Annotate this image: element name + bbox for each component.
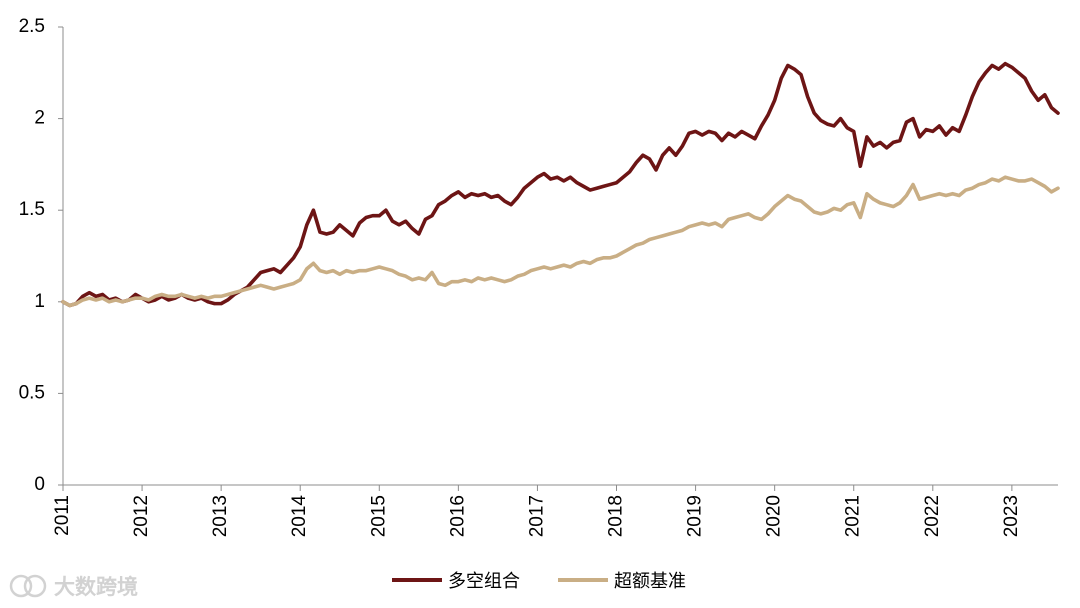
legend-label: 多空组合 — [448, 571, 520, 592]
legend: 多空组合 超额基准 — [392, 566, 686, 594]
y-tick-label: 1 — [34, 291, 45, 312]
y-tick-label: 0.5 — [19, 382, 45, 403]
legend-label: 超额基准 — [614, 571, 686, 592]
series-line-0 — [61, 61, 1060, 308]
x-tick-label: 2013 — [210, 495, 231, 537]
x-tick-label: 2021 — [843, 495, 864, 537]
y-tick-label: 0 — [34, 474, 45, 495]
x-tick-label: 2012 — [131, 495, 152, 537]
y-tick-label: 2 — [34, 108, 45, 129]
legend-swatch — [558, 578, 608, 582]
x-tick-label: 2016 — [447, 495, 468, 537]
watermark-text: 大数跨境 — [54, 575, 138, 599]
x-tick-label: 2023 — [1001, 495, 1022, 537]
axes: 0 0.5 1 1.5 2 2.5 2011 2012 2013 2014 2015 2016 2017… — [19, 16, 1058, 537]
x-tick-label: 2018 — [606, 495, 627, 537]
legend-item-benchmark: 超额基准 — [558, 567, 686, 593]
series-layer — [61, 61, 1060, 308]
legend-swatch — [392, 578, 442, 582]
x-tick-label: 2022 — [922, 495, 943, 537]
x-tick-label: 2011 — [52, 495, 73, 536]
y-tick-label: 1.5 — [19, 199, 45, 220]
circle-logo-icon — [9, 574, 47, 598]
x-tick-label: 2015 — [368, 495, 389, 537]
x-tick-label: 2017 — [526, 495, 547, 537]
x-tick-label: 2019 — [685, 495, 706, 537]
x-tick-label: 2020 — [764, 495, 785, 537]
series-line-1 — [61, 175, 1060, 308]
y-tick-label: 2.5 — [19, 16, 45, 37]
x-tick-label: 2014 — [289, 495, 310, 538]
watermark: 大数跨境 — [8, 572, 138, 600]
legend-item-long-short: 多空组合 — [392, 567, 520, 593]
